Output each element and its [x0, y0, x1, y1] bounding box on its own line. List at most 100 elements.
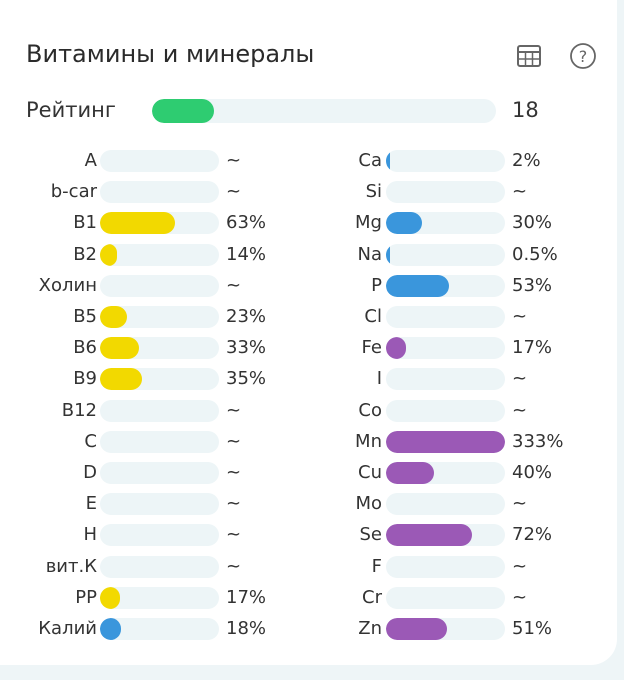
nutrient-value: ~ — [512, 306, 528, 327]
nutrient-value: ~ — [226, 399, 242, 421]
nutrient-bar-fill — [386, 243, 390, 266]
nutrient-value: ~ — [512, 399, 528, 421]
nutrient-value: 40% — [512, 462, 553, 483]
nutrient-label: Fe — [361, 337, 382, 359]
nutrient-label: E — [85, 493, 97, 515]
nutrient-bar — [386, 399, 505, 422]
nutrient-label: b-car — [50, 181, 97, 203]
nutrient-bar-fill — [100, 212, 175, 235]
nutrient-bar — [386, 181, 505, 204]
nutrient-label: PP — [75, 586, 97, 608]
nutrient-bar — [100, 212, 219, 235]
nutrient-bar-fill — [386, 150, 390, 172]
nutrient-label: Калий — [38, 618, 97, 639]
nutrient-value: 33% — [226, 337, 267, 359]
rating-bar-fill — [152, 99, 214, 123]
nutrient-bar — [386, 430, 505, 453]
nutrient-value: ~ — [226, 181, 242, 203]
nutrient-bar — [100, 618, 219, 640]
nutrient-bar-fill — [386, 212, 422, 235]
nutrient-bar-fill — [386, 462, 434, 484]
nutrient-bar — [100, 493, 219, 516]
nutrient-bar-fill — [100, 586, 121, 609]
nutrient-value: 72% — [512, 524, 553, 546]
nutrient-label: Zn — [358, 618, 382, 639]
nutrient-bar — [100, 150, 219, 172]
nutrient-bar — [100, 368, 219, 391]
nutrient-bar — [386, 243, 505, 266]
nutrient-value: ~ — [226, 274, 242, 296]
nutrient-bar-fill — [100, 337, 140, 360]
nutrient-bar — [386, 493, 505, 516]
nutrient-value: 51% — [512, 618, 553, 639]
nutrient-bar-fill — [100, 618, 122, 640]
nutrient-bar-fill — [100, 368, 142, 391]
nutrient-label: Mg — [355, 212, 382, 234]
nutrient-label: B6 — [73, 337, 97, 359]
nutrient-label: Se — [359, 524, 383, 546]
nutrient-value: 35% — [226, 368, 267, 390]
nutrient-label: B2 — [73, 243, 97, 265]
nutrient-bar — [100, 274, 219, 297]
nutrient-bar — [386, 524, 505, 547]
nutrient-value: 23% — [226, 306, 267, 327]
nutrient-label: Na — [357, 243, 383, 265]
nutrient-bar — [100, 243, 219, 266]
nutrient-value: ~ — [512, 555, 528, 577]
nutrient-bar — [386, 212, 505, 235]
nutrient-value: 14% — [226, 243, 267, 265]
nutrient-label: F — [371, 555, 382, 577]
nutrient-bar — [100, 399, 219, 422]
nutrient-label: Холин — [38, 274, 97, 296]
nutrient-label: B5 — [73, 306, 97, 327]
nutrient-bar-fill — [386, 524, 472, 547]
nutrient-value: ~ — [512, 368, 528, 390]
nutrient-label: Co — [358, 399, 382, 421]
nutrient-label: Cu — [358, 462, 382, 483]
nutrient-bar-fill — [386, 337, 407, 360]
nutrient-value: ~ — [226, 555, 242, 577]
nutrient-bar — [100, 462, 219, 484]
nutrient-label: Mn — [355, 430, 382, 452]
nutrient-value: ~ — [512, 586, 528, 608]
nutrient-bar-fill — [100, 306, 128, 328]
nutrient-bar — [386, 274, 505, 297]
nutrient-value: 333% — [512, 430, 564, 452]
nutrient-label: B9 — [73, 368, 97, 390]
nutrient-value: 30% — [512, 212, 553, 234]
nutrient-bar — [386, 618, 505, 640]
rating-label: Рейтинг — [26, 98, 116, 122]
help-circle-icon[interactable]: ? — [569, 42, 597, 70]
nutrient-bar — [100, 430, 219, 453]
nutrient-label: B12 — [61, 399, 97, 421]
rating-value: 18 — [512, 98, 539, 122]
nutrient-value: 53% — [512, 274, 553, 296]
nutrient-value: 0.5% — [512, 243, 558, 265]
nutrient-bar — [386, 586, 505, 609]
nutrient-bar-fill — [100, 243, 117, 266]
nutrient-value: ~ — [226, 524, 242, 546]
nutrient-label: Si — [365, 181, 382, 203]
nutrient-label: C — [84, 430, 97, 452]
nutrient-label: A — [84, 150, 97, 171]
rating-bar — [152, 99, 496, 123]
table-icon[interactable] — [515, 42, 543, 70]
nutrient-value: ~ — [512, 181, 528, 203]
nutrient-bar-fill — [386, 430, 505, 453]
vitamins-minerals-card: Витамины и минералы ? Рейтинг 18 A ~ b-car… — [0, 0, 617, 665]
nutrient-label: D — [83, 462, 97, 483]
nutrient-label: B1 — [73, 212, 97, 234]
nutrient-label: Cr — [362, 586, 382, 608]
nutrient-bar — [100, 181, 219, 204]
card-title: Витамины и минералы — [26, 40, 315, 68]
nutrient-value: ~ — [226, 150, 242, 171]
nutrient-bar — [386, 555, 505, 578]
nutrient-value: 2% — [512, 150, 541, 171]
nutrient-value: 17% — [512, 337, 553, 359]
nutrient-label: H — [83, 524, 97, 546]
nutrient-bar — [100, 337, 219, 360]
nutrient-bar — [386, 462, 505, 484]
nutrient-value: ~ — [512, 493, 528, 515]
nutrient-bar-fill — [386, 274, 450, 297]
nutrient-bar — [100, 555, 219, 578]
